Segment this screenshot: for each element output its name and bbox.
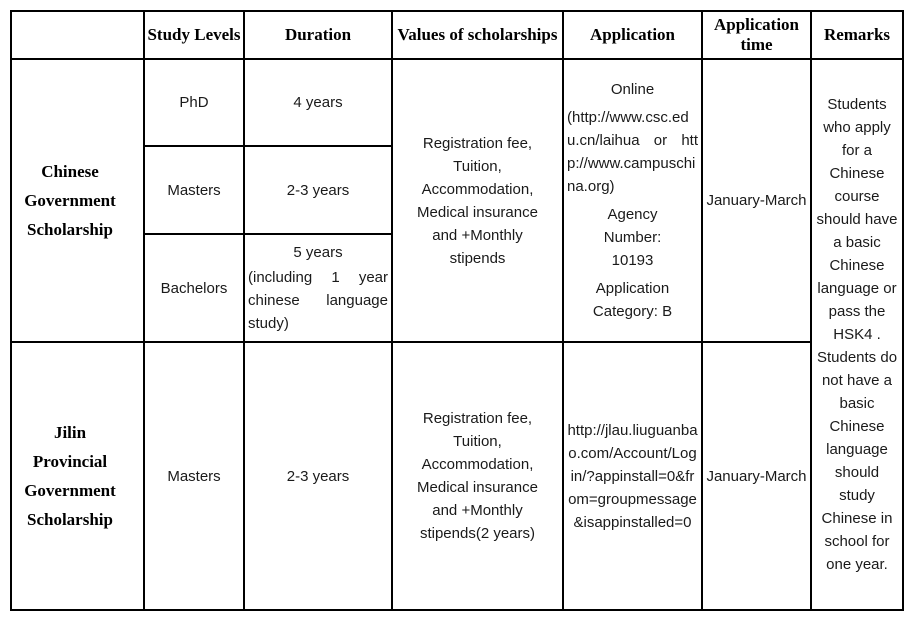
row-jilin: Jilin Provincial Government Scholarship … — [10, 341, 903, 612]
header-values: Values of scholarships — [391, 9, 564, 61]
chinese-values-cell: Registration fee, Tuition, Accommodation… — [391, 58, 564, 344]
header-row: Study Levels Duration Values of scholars… — [10, 9, 904, 61]
chinese-bachelors-level: Bachelors — [143, 233, 245, 344]
jilin-scholarship-name-cell: Jilin Provincial Government Scholarship — [10, 341, 145, 612]
chinese-scholarship-name-cell: Chinese Government Scholarship — [10, 58, 145, 344]
chinese-application-cell: Online (http://www.csc.edu.cn/laihua or … — [562, 58, 703, 344]
chinese-phd-duration: 4 years — [243, 58, 393, 148]
header-application: Application — [562, 9, 703, 61]
chinese-scholarship-name: Chinese Government Scholarship — [24, 162, 116, 240]
chinese-bachelors-duration: 5 years — [293, 244, 343, 262]
jilin-scholarship-name: Jilin Provincial Government Scholarship — [24, 423, 116, 530]
chinese-masters-duration: 2-3 years — [243, 145, 393, 236]
chinese-application-online: Online — [610, 81, 655, 99]
jilin-duration: 2-3 years — [243, 341, 393, 612]
jilin-application-url: http://jlau.liuguanbao.com/Account/Login… — [562, 341, 703, 612]
chinese-agency-number-wrap: Agency Number: 10193 — [567, 203, 698, 272]
chinese-masters-level: Masters — [143, 145, 245, 236]
header-study-levels: Study Levels — [143, 9, 245, 61]
header-application-time: Application time — [701, 9, 812, 61]
jilin-values-cell: Registration fee, Tuition, Accommodation… — [391, 341, 564, 612]
chinese-application-time: January-March — [701, 58, 812, 344]
jilin-application-time: January-March — [701, 341, 812, 612]
chinese-application-urls: (http://www.csc.edu.cn/laihua or http://… — [567, 109, 698, 196]
row-chinese-masters: Masters 2-3 years — [11, 145, 903, 236]
chinese-bachelors-duration-cell: 5 years (including 1 year chinese langua… — [243, 233, 393, 344]
jilin-values-text: Registration fee, Tuition, Accommodation… — [417, 410, 538, 543]
chinese-agency-number: Agency Number: 10193 — [603, 206, 662, 270]
chinese-values-text: Registration fee, Tuition, Accommodation… — [417, 134, 538, 267]
header-remarks: Remarks — [810, 9, 904, 61]
header-duration: Duration — [243, 9, 393, 61]
scholarship-table: Study Levels Duration Values of scholars… — [10, 9, 904, 612]
chinese-application-category: Application Category: B — [592, 280, 673, 321]
jilin-level: Masters — [143, 341, 245, 612]
chinese-bachelors-duration-note: (including 1 year chinese language study… — [248, 269, 388, 333]
remarks-cell: Students who apply for a Chinese course … — [810, 58, 904, 612]
header-blank — [10, 9, 145, 61]
row-chinese-phd: Chinese Government Scholarship PhD 4 yea… — [10, 58, 904, 612]
chinese-application-category-wrap: Application Category: B — [567, 277, 698, 323]
chinese-phd-level: PhD — [143, 58, 245, 148]
row-chinese-bachelors: Bachelors 5 years (including 1 year chin… — [11, 233, 903, 344]
